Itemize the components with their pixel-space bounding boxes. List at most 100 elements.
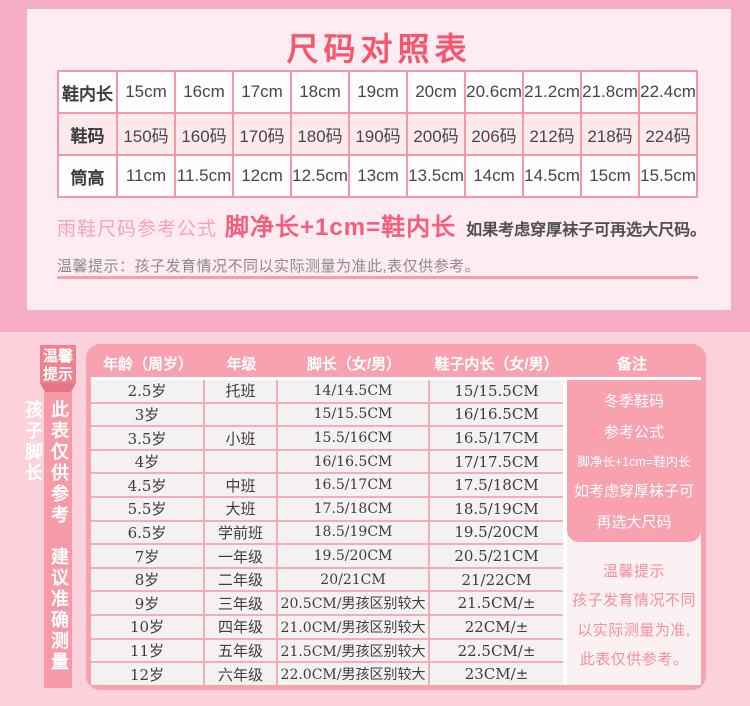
formula-suffix: 如果考虑穿厚袜子可再选大尺码。	[466, 222, 707, 239]
cell-age: 8岁	[91, 568, 205, 591]
column-header-age: 年龄（周岁）	[102, 355, 193, 373]
table-header-row: 年龄（周岁） 年级 脚长（女/男） 鞋子内长（女/男） 备注	[91, 349, 701, 377]
remark-line: 参考公式	[603, 423, 664, 441]
cell-inner: 22.5CM/±	[457, 641, 536, 660]
cell-foot: 17.5/18CM	[278, 498, 430, 520]
cell: 15.5cm	[638, 154, 698, 198]
cell: 170码	[232, 112, 292, 156]
cell-inner: 20.5/21CM	[454, 547, 539, 566]
cell-age: 4岁	[91, 450, 205, 473]
table-row: 5.5岁 大班 17.5/18CM 18.5/19CM	[91, 498, 563, 522]
cell-foot: 21.0CM/男孩区别较大	[278, 616, 430, 638]
table-row: 4.5岁 中班 16.5/17CM 17.5/18CM	[91, 474, 563, 499]
cell-age: 6.5岁	[91, 521, 205, 544]
cell-grade: 三年级	[205, 592, 278, 615]
remark-note-line: 孩子发育情况不同	[571, 592, 696, 610]
tip-line: 温馨提示：孩子发育情况不同以实际测量为准此,表仅供参考。	[57, 258, 481, 275]
cell: 190码	[348, 112, 408, 156]
cell: 22.4cm	[638, 70, 698, 114]
cell-grade: 大班	[205, 498, 278, 520]
cell-inner: 23CM/±	[464, 665, 529, 684]
cell-age: 5.5岁	[91, 498, 205, 520]
cell-inner: 16/16.5CM	[454, 405, 539, 424]
cell-foot: 19.5/20CM	[278, 545, 430, 567]
cell-grade: 一年级	[205, 545, 278, 567]
table-row: 3.5岁 小班 15.5/16CM 16.5/17CM	[91, 427, 563, 451]
cell-age: 7岁	[91, 545, 205, 567]
cell-inner: 22CM/±	[464, 617, 529, 636]
cell-grade: 托班	[205, 380, 278, 402]
cell: 13cm	[348, 154, 408, 198]
cell: 150码	[116, 112, 176, 156]
cell-foot: 15.5/16CM	[278, 427, 430, 449]
cell-age: 11岁	[91, 639, 205, 662]
column-header-remark: 备注	[616, 355, 647, 373]
cell-grade	[205, 403, 278, 426]
cell: 212码	[522, 112, 582, 156]
cell: 12.5cm	[290, 154, 350, 198]
formula-text: 脚净长+1cm=鞋内长	[225, 214, 457, 241]
ribbon-fold	[40, 383, 76, 392]
size-table: 鞋内长 15cm 16cm 17cm 18cm 19cm 20cm 20.6cm…	[57, 70, 698, 198]
remark-formula-block: 冬季鞋码 参考公式 脚净长+1cm=鞋内长 如考虑穿厚袜子可 再选大尺码	[567, 380, 701, 542]
cell: 16cm	[174, 70, 234, 114]
cell-foot: 20/21CM	[278, 568, 430, 591]
cell-grade: 学前班	[205, 521, 278, 544]
row-header-cell: 筒高	[57, 154, 118, 198]
vertical-note-ribbon: 此表仅供参考 建议准确测量孩子脚长	[23, 392, 72, 688]
remark-note-line: 以实际测量为准,	[577, 621, 691, 639]
cell: 11.5cm	[174, 154, 234, 198]
cell: 13.5cm	[406, 154, 466, 198]
cell-grade: 四年级	[205, 616, 278, 638]
cell-foot: 15/15.5CM	[278, 403, 430, 426]
table-body: 2.5岁 托班 14/14.5CM 15/15.5CM 3岁 15/15.5CM…	[91, 377, 701, 685]
cell-age: 12岁	[91, 663, 205, 685]
cell-age: 10岁	[91, 616, 205, 638]
cell: 224码	[638, 112, 698, 156]
cell: 14.5cm	[522, 154, 582, 198]
cell-foot: 16/16.5CM	[278, 450, 430, 473]
cell: 15cm	[580, 154, 640, 198]
formula-line: 雨鞋尺码参考公式 脚净长+1cm=鞋内长 如果考虑穿厚袜子可再选大尺码。	[57, 207, 717, 242]
cell: 11cm	[116, 154, 176, 198]
cell-age: 2.5岁	[91, 380, 205, 402]
cell-grade: 二年级	[205, 568, 278, 591]
cell-foot: 18.5/19CM	[278, 521, 430, 544]
remark-note-line: 温馨提示	[602, 563, 665, 581]
column-header-inner: 鞋子内长（女/男）	[434, 355, 559, 373]
cell: 18cm	[290, 70, 350, 114]
cell: 14cm	[464, 154, 524, 198]
cell: 21.2cm	[522, 70, 582, 114]
cell-grade: 中班	[205, 474, 278, 497]
formula-prefix: 雨鞋尺码参考公式	[57, 219, 218, 240]
column-header-grade: 年级	[226, 355, 257, 373]
cell: 20cm	[406, 70, 466, 114]
cell-grade: 小班	[205, 427, 278, 449]
cell-grade	[205, 450, 278, 473]
cell-age: 3.5岁	[91, 427, 205, 449]
cell: 20.6cm	[464, 70, 524, 114]
cell: 160码	[174, 112, 234, 156]
remark-warning: 温馨提示 孩子发育情况不同 以实际测量为准, 此表仅供参考。	[567, 542, 701, 685]
cell-foot: 20.5CM/男孩区别较大	[278, 592, 430, 615]
notice-badge: 温馨提示	[40, 345, 76, 383]
row-header-cell: 鞋码	[57, 112, 118, 156]
cell: 200码	[406, 112, 466, 156]
remark-line: 再选大尺码	[596, 514, 672, 532]
remark-line: 脚净长+1cm=鞋内长	[577, 455, 691, 470]
remark-note-line: 此表仅供参考。	[579, 650, 689, 668]
table-row-shoe-size: 鞋码 150码 160码 170码 180码 190码 200码 206码 21…	[57, 112, 698, 156]
age-size-section: 温馨提示 此表仅供参考 建议准确测量孩子脚长 年龄（周岁） 年级 脚长（女/男）…	[0, 332, 750, 706]
cell-foot: 14/14.5CM	[278, 380, 430, 402]
cell: 206码	[464, 112, 524, 156]
cell: 218码	[580, 112, 640, 156]
row-header-cell: 鞋内长	[57, 70, 118, 114]
cell-inner: 21.5CM/±	[457, 594, 536, 613]
cell-inner: 21/22CM	[461, 570, 532, 589]
remark-line: 冬季鞋码	[603, 392, 664, 410]
cell-grade: 五年级	[205, 639, 278, 662]
table-row: 11岁 五年级 21.5CM/男孩区别较大 22.5CM/±	[91, 639, 563, 664]
table-main-grid: 2.5岁 托班 14/14.5CM 15/15.5CM 3岁 15/15.5CM…	[91, 380, 563, 685]
size-chart-card: 尺码对照表 鞋内长 15cm 16cm 17cm 18cm 19cm 20cm …	[27, 9, 731, 310]
table-row: 12岁 六年级 22.0CM/男孩区别较大 23CM/±	[91, 663, 563, 685]
